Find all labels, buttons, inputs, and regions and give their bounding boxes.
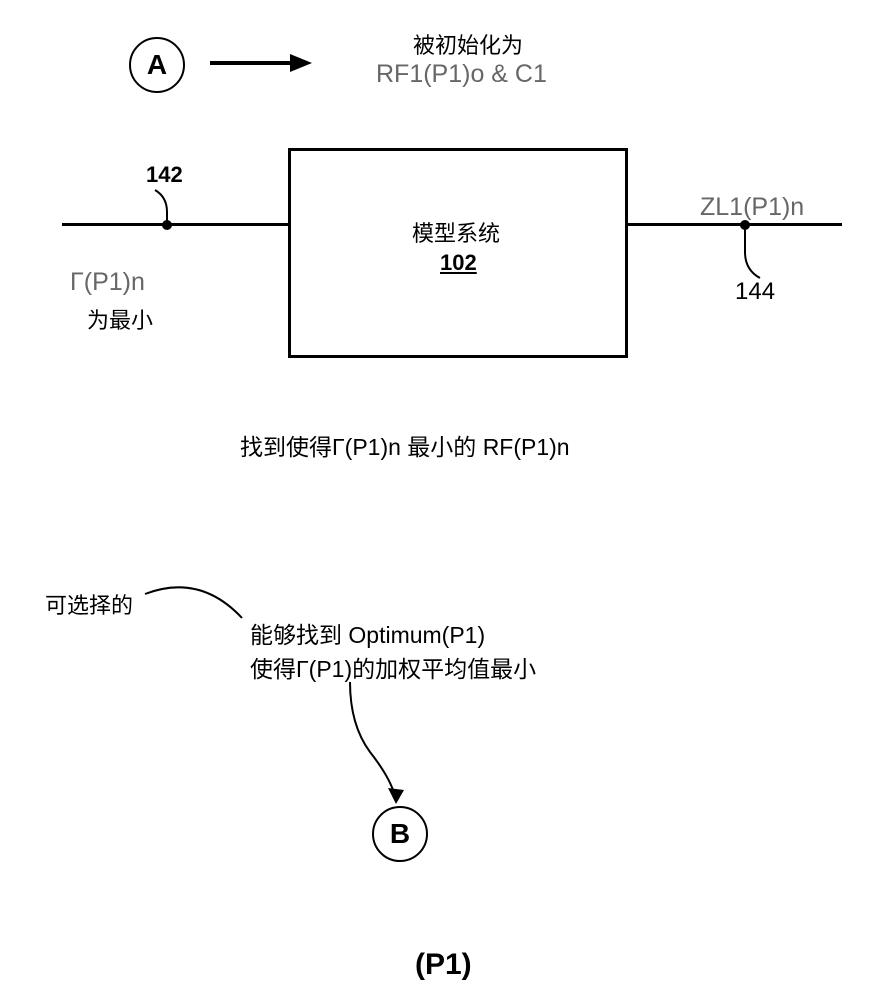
diagram-canvas: A 被初始化为 RF1(P1)o & C1 模型系统 102 142 Γ(P1)…: [0, 0, 876, 1000]
node-b-label: B: [390, 818, 410, 850]
bottom-p1: (P1): [415, 948, 472, 982]
leader-to-b: [0, 0, 876, 1000]
node-b-circle: B: [372, 806, 428, 862]
